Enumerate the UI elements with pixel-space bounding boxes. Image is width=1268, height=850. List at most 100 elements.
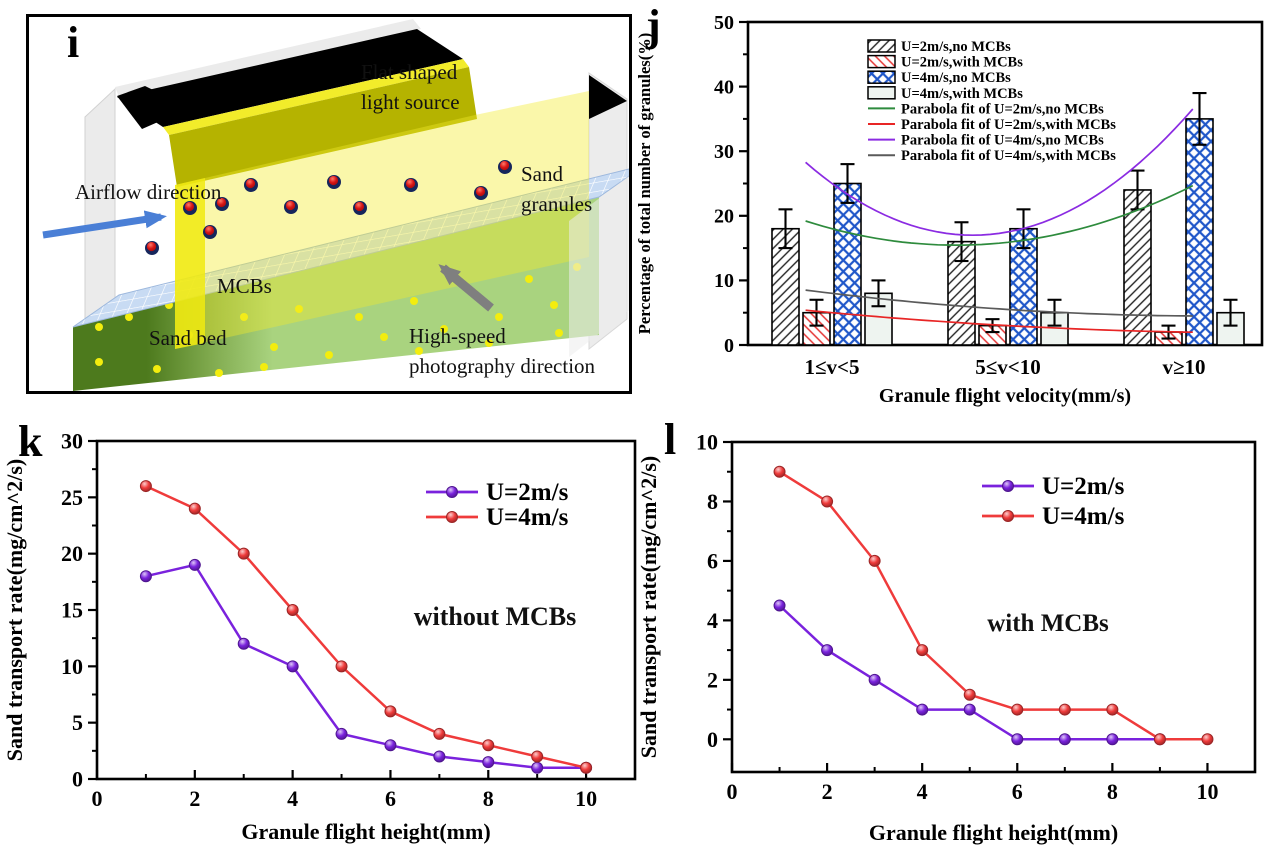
legend-label: Parabola fit of U=4m/s,no MCBs (901, 133, 1104, 149)
data-point-marker (1011, 733, 1024, 746)
legend-label: U=4m/s (1042, 503, 1125, 530)
category-label: v≥10 (1162, 355, 1205, 379)
data-point-marker (773, 599, 786, 612)
plot-frame (730, 440, 1257, 774)
y-tick-label: 5 (72, 710, 83, 735)
legend-label: U=4m/s (486, 504, 569, 531)
bar-chart-canvas: 0 10 20 30 40 50 1≤v<5 5≤v<10 v≥10 U=2m/s,no MCBs… (635, 12, 1264, 407)
legend-label: U=2m/s (1042, 473, 1125, 500)
tunnel-opening-shadow-right (589, 75, 627, 119)
sand-granule (499, 160, 510, 171)
sand-granules-label: Sand granules (521, 162, 593, 216)
y-tick-label: 2 (707, 667, 718, 692)
legend-marker (1002, 510, 1014, 522)
series-line-U=4m/s (778, 470, 1208, 741)
mcbs-label: MCBs (217, 274, 272, 298)
x-tick-label: 0 (92, 786, 103, 811)
with-mcbs-annotation: with MCBs (987, 610, 1109, 637)
data-point-marker (188, 558, 201, 571)
sand-dot (485, 339, 493, 347)
light-sheet-glow-strip (175, 178, 205, 349)
tunnel-opening-shadow-left (117, 86, 190, 129)
line-chart-nomcb-canvas: 0 5 10 15 20 25 30 0 2 4 6 8 10 U=2m/sU=4m/s Granule f… (2, 428, 637, 844)
panel-i-diagram: i Airflow direction Flat shaped light so… (26, 14, 632, 394)
tunnel-opening-shadow (117, 29, 463, 127)
data-point-marker (482, 739, 495, 752)
data-point-marker (963, 703, 976, 716)
x-tick-label: 8 (483, 786, 494, 811)
data-point-marker (433, 727, 446, 740)
light-source-bright-edge (163, 59, 469, 135)
sand-dot (295, 305, 303, 313)
fit-curve (805, 309, 1193, 334)
sand-dot (415, 347, 423, 355)
legend-label: Parabola fit of U=2m/s,no MCBs (901, 101, 1104, 117)
data-point-marker (868, 554, 881, 567)
data-point-marker (916, 644, 929, 657)
data-point-marker (433, 750, 446, 763)
panel-label-k: k (18, 417, 43, 466)
data-point-marker (1106, 733, 1119, 746)
data-point-marker (1106, 703, 1119, 716)
y-tick-label: 25 (61, 485, 83, 510)
sand-dot (525, 275, 533, 283)
x-axis-title: Granule flight height(mm) (241, 819, 490, 844)
data-point-marker (531, 750, 544, 763)
light-source-label: Flat shaped light source (361, 60, 460, 114)
x-tick-label: 8 (1107, 779, 1118, 804)
y-tick-label: 8 (707, 489, 718, 514)
data-point-marker (237, 547, 250, 560)
x-tick-label: 6 (385, 786, 396, 811)
sand-dot (95, 358, 103, 366)
x-tick-label: 2 (189, 786, 200, 811)
legend-swatch-border (867, 70, 896, 84)
data-point-marker (868, 673, 881, 686)
sand-dot (555, 329, 563, 337)
series-line-U=4m/s (145, 484, 587, 769)
series-line-U=2m/s (145, 563, 587, 769)
data-point-marker (384, 705, 397, 718)
data-point-marker (286, 604, 299, 616)
sand-dot (380, 333, 388, 341)
line-chart-mcb-canvas: 0 2 4 6 8 10 0 2 4 6 8 10 U=2m/s U=4m/s Granule flight… (636, 429, 1257, 845)
setup-diagram-canvas (42, 19, 629, 391)
x-axis-title: Granule flight velocity(mm/s) (879, 385, 1131, 407)
legend-swatch (868, 86, 895, 99)
sand-granule (328, 175, 339, 186)
sand-granule (146, 241, 157, 252)
x-tick-label: 10 (575, 786, 597, 811)
sand-granule (285, 200, 296, 211)
legend-marker (446, 486, 458, 498)
data-point-marker (1058, 733, 1071, 746)
tunnel-top-edge (115, 19, 421, 97)
y-axis-title: Percentage of total number of granules(%… (635, 33, 654, 334)
y-tick-label: 0 (707, 727, 718, 752)
legend-swatch-border (867, 39, 896, 53)
y-tick-label: 0 (724, 335, 734, 357)
legend-marker (446, 511, 458, 523)
mcb-grid-lines (72, 168, 629, 328)
sand-dot (240, 313, 248, 321)
airflow-direction-label: Airflow direction (75, 180, 222, 204)
data-point-marker (531, 761, 544, 774)
fit-curve (805, 184, 1194, 246)
data-point-marker (773, 465, 786, 478)
sand-dot (270, 343, 278, 351)
legend-swatch-border (867, 86, 896, 100)
flat-light-source-panel (169, 67, 477, 187)
sand-granule (216, 197, 227, 208)
sand-granule (475, 186, 486, 197)
camera-direction-arrow (438, 264, 494, 312)
data-point-marker (821, 644, 834, 657)
sand-dot (215, 369, 223, 377)
category-label: 5≤v<10 (975, 355, 1041, 379)
legend-label: Parabola fit of U=4m/s,with MCBs (901, 148, 1116, 164)
x-tick-label: 2 (822, 779, 833, 804)
panel-label-i: i (67, 18, 80, 67)
data-point-marker (384, 739, 397, 752)
legend-label: U=4m/s,with MCBs (901, 86, 1023, 102)
category-label: 1≤v<5 (805, 355, 860, 379)
sand-bed-label: Sand bed (149, 326, 227, 350)
legend-swatch (868, 55, 895, 68)
